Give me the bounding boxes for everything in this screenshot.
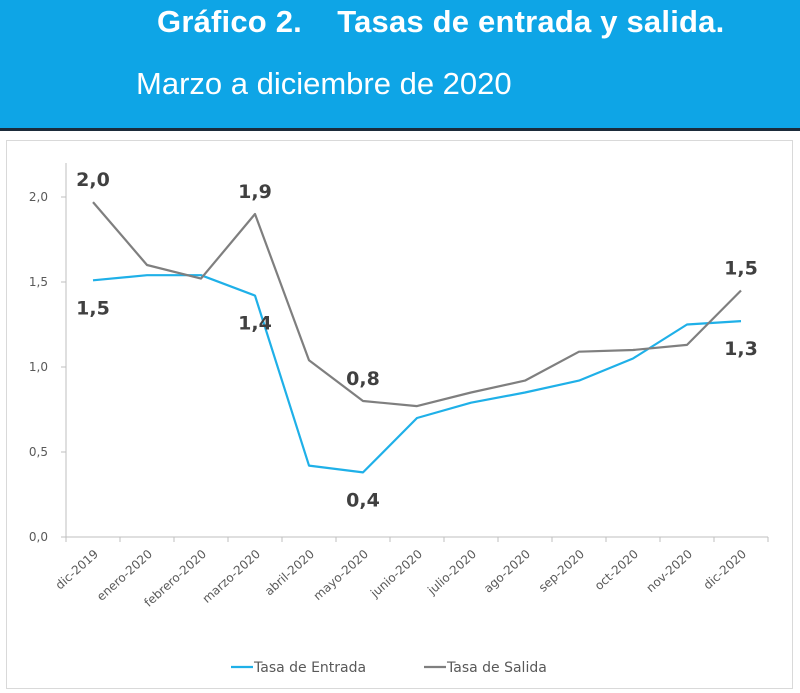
x-tick-label: sep-2020	[536, 547, 587, 595]
data-label: 1,5	[76, 297, 110, 319]
y-tick-labels: 0,0 0,5 1,0 1,5 2,0	[29, 190, 48, 544]
series-line-salida	[92, 201, 742, 408]
chart-frame	[6, 140, 793, 689]
x-tick-label: mayo-2020	[311, 547, 371, 603]
chart-axes	[61, 163, 769, 542]
series-line-entrada	[92, 274, 742, 474]
x-tick-label: marzo-2020	[200, 547, 263, 606]
data-label: 1,5	[724, 258, 758, 280]
x-tick-label: dic-2019	[53, 547, 101, 592]
legend-label: Tasa de Salida	[446, 660, 547, 676]
chart-subtitle: Marzo a diciembre de 2020	[136, 66, 512, 101]
y-tick-label: 0,0	[29, 530, 48, 544]
x-tick-label: oct-2020	[592, 547, 641, 593]
y-tick-label: 1,5	[29, 275, 48, 289]
x-tick-label: junio-2020	[367, 547, 425, 601]
data-label: 1,4	[238, 313, 272, 335]
data-label: 1,9	[238, 181, 272, 203]
x-tick-label: abril-2020	[262, 547, 317, 599]
chart-legend: Tasa de Entrada Tasa de Salida	[231, 660, 547, 676]
data-labels: 2,0 1,5 1,9 1,4 0,8 0,4 1,5 1,3	[76, 169, 758, 511]
y-tick-label: 2,0	[29, 190, 48, 204]
data-label: 0,4	[346, 489, 380, 511]
chart-header: Gráfico 2. Tasas de entrada y salida. Ma…	[0, 0, 800, 131]
data-label: 2,0	[76, 169, 110, 191]
x-tick-label: julio-2020	[424, 547, 479, 598]
y-tick-label: 0,5	[29, 445, 48, 459]
legend-label: Tasa de Entrada	[253, 660, 366, 676]
y-tick-label: 1,0	[29, 360, 48, 374]
chart-title: Gráfico 2. Tasas de entrada y salida.	[157, 4, 725, 39]
data-label: 1,3	[724, 338, 758, 360]
series-lines	[92, 201, 742, 474]
data-label: 0,8	[346, 368, 380, 390]
x-tick-labels: dic-2019enero-2020febrero-2020marzo-2020…	[53, 547, 749, 610]
x-tick-label: nov-2020	[644, 547, 695, 595]
x-tick-label: ago-2020	[481, 547, 533, 596]
x-tick-label: dic-2020	[701, 547, 749, 592]
